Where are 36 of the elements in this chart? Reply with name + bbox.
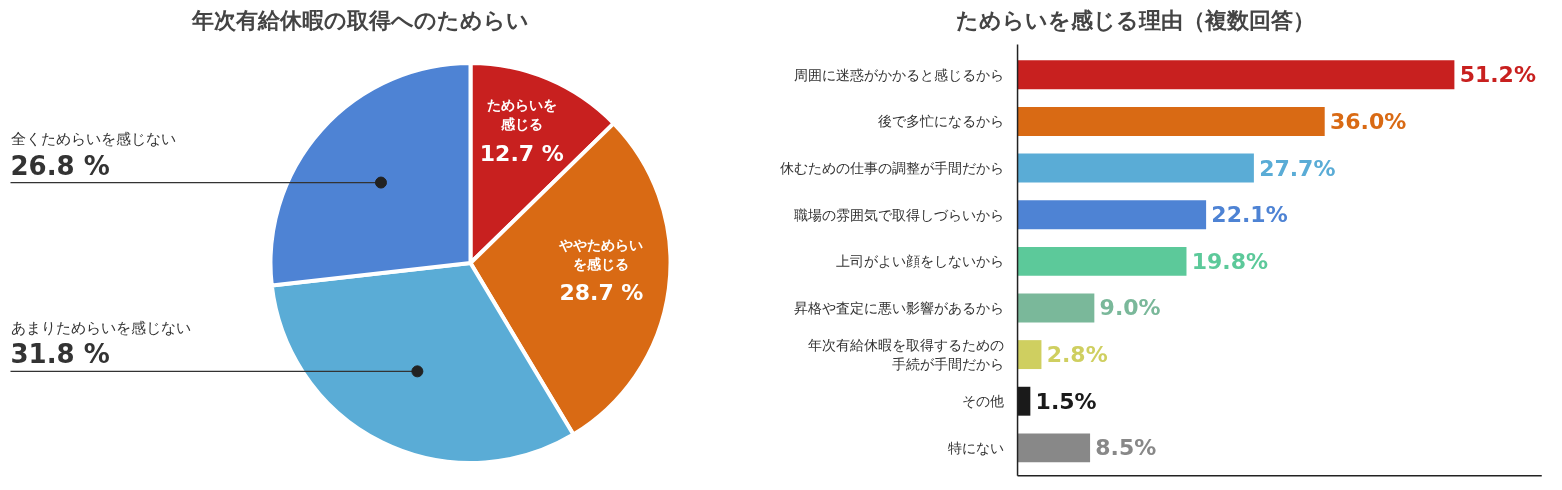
chart-title: 年次有給休暇の取得へのためらい	[191, 7, 529, 33]
data-label: 2.8%	[1046, 342, 1108, 368]
y-tick-label: 年次有給休暇を取得するための手続が手間だから	[808, 336, 1005, 373]
y-tick-label: 後で多忙になるから	[878, 113, 1005, 130]
slice-label: あまりためらいを感じない	[10, 319, 191, 338]
bar	[1017, 106, 1325, 136]
bar	[1017, 60, 1455, 90]
data-label: 9.0%	[1099, 295, 1161, 321]
slice-label: ためらいを感じる	[486, 97, 557, 133]
bar	[1017, 433, 1091, 463]
slice-label: ややためらいを感じる	[558, 236, 644, 273]
data-label: 19.8%	[1191, 248, 1269, 274]
slice-label: 全くためらいを感じない	[10, 130, 176, 149]
data-label: 22.1%	[1211, 202, 1288, 228]
y-tick-label: 周囲に迷惑がかかると感じるから	[794, 66, 1005, 83]
data-label: 36.0%	[1329, 108, 1407, 134]
data-label: 12.7 %	[479, 140, 564, 166]
data-label: 1.5%	[1035, 388, 1097, 414]
bar	[1017, 153, 1254, 183]
data-label: 27.7%	[1259, 155, 1336, 181]
y-tick-label: 職場の雰囲気で取得しづらいから	[794, 206, 1005, 223]
bar	[1017, 293, 1095, 323]
bar	[1017, 246, 1187, 276]
chart-title: ためらいを感じる理由（複数回答）	[956, 7, 1315, 33]
data-label: 51.2%	[1459, 62, 1536, 88]
data-label: 26.8 %	[10, 150, 110, 181]
data-label: 28.7 %	[559, 280, 644, 306]
bar	[1017, 200, 1207, 230]
data-label: 8.5%	[1095, 435, 1157, 461]
y-tick-label: 特にない	[948, 439, 1005, 456]
y-tick-label: その他	[962, 393, 1005, 410]
y-tick-label: 休むための仕事の調整が手間だから	[780, 160, 1005, 177]
y-tick-label: 上司がよい顔をしないから	[836, 253, 1005, 270]
y-tick-label: 昇格や査定に悪い影響があるから	[794, 299, 1005, 316]
bar	[1017, 340, 1042, 370]
data-label: 31.8 %	[10, 339, 110, 370]
